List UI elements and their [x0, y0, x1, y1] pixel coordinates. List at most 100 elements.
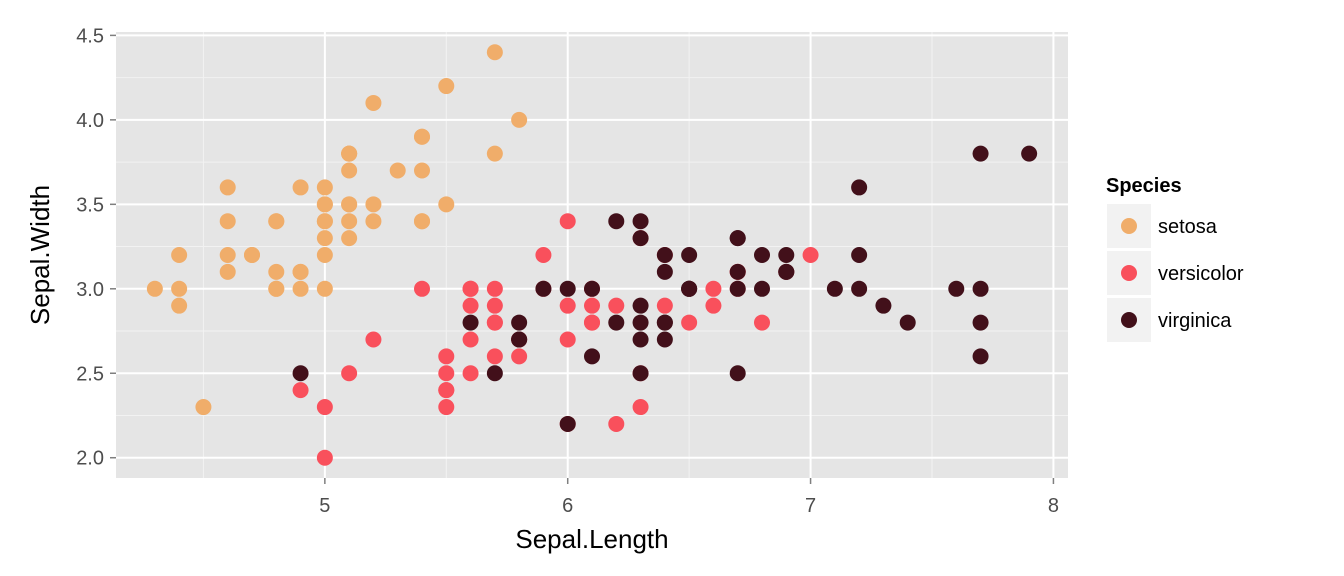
data-point-versicolor [511, 348, 528, 365]
data-point-setosa [316, 280, 333, 297]
data-point-setosa [268, 263, 285, 280]
data-point-virginica [754, 280, 770, 297]
data-point-setosa [244, 247, 260, 263]
panel-background [116, 32, 1068, 478]
legend-item-virginica: virginica [1107, 298, 1232, 342]
x-tick-label: 5 [319, 495, 330, 517]
data-point-versicolor [292, 382, 309, 399]
data-point-setosa [389, 162, 406, 179]
data-point-setosa [414, 213, 430, 230]
data-point-versicolor [608, 297, 625, 314]
data-point-versicolor [486, 280, 503, 297]
data-point-virginica [972, 314, 989, 331]
data-point-setosa [171, 280, 188, 297]
data-point-virginica [681, 247, 698, 263]
data-point-setosa [438, 78, 455, 95]
data-point-virginica [729, 263, 746, 280]
data-point-versicolor [559, 297, 576, 314]
data-point-virginica [851, 247, 868, 263]
data-point-virginica [656, 314, 673, 331]
data-point-setosa [486, 145, 503, 162]
y-tick-label: 4.0 [76, 110, 104, 132]
data-point-versicolor [486, 297, 503, 314]
data-point-versicolor [802, 247, 819, 263]
data-point-virginica [851, 280, 868, 297]
data-point-versicolor [608, 415, 625, 432]
legend-label-versicolor: versicolor [1158, 263, 1244, 285]
x-tick-label: 7 [805, 495, 816, 517]
data-point-setosa [486, 44, 503, 61]
x-axis-title: Sepal.Length [515, 524, 668, 554]
y-tick-label: 2.5 [76, 363, 104, 385]
data-point-versicolor [341, 365, 358, 382]
data-point-setosa [316, 230, 333, 247]
data-point-versicolor [559, 213, 576, 230]
data-point-setosa [316, 247, 333, 263]
data-point-versicolor [462, 331, 479, 348]
data-point-versicolor [414, 280, 430, 297]
data-point-versicolor [535, 247, 552, 263]
data-point-virginica [899, 314, 916, 331]
data-point-setosa [341, 230, 358, 247]
data-point-setosa [219, 247, 236, 263]
data-point-versicolor [365, 331, 382, 348]
data-point-setosa [171, 247, 188, 263]
data-point-setosa [292, 280, 309, 297]
legend-label-virginica: virginica [1158, 310, 1232, 332]
data-point-setosa [171, 297, 188, 314]
data-point-versicolor [462, 365, 479, 382]
data-point-virginica [511, 331, 528, 348]
data-point-versicolor [632, 399, 649, 416]
data-point-virginica [632, 314, 649, 331]
legend-key-setosa [1121, 218, 1137, 234]
legend-key-versicolor [1121, 265, 1137, 281]
data-point-virginica [511, 314, 528, 331]
y-tick-label: 2.0 [76, 448, 104, 470]
data-point-virginica [948, 280, 965, 297]
axis-ticks [110, 34, 1055, 484]
data-point-setosa [414, 162, 430, 179]
data-point-setosa [195, 399, 212, 416]
data-point-setosa [146, 280, 163, 297]
data-point-virginica [632, 365, 649, 382]
legend-item-versicolor: versicolor [1107, 251, 1244, 295]
data-point-virginica [729, 280, 746, 297]
data-point-versicolor [705, 280, 722, 297]
data-point-versicolor [438, 382, 455, 399]
data-point-versicolor [438, 399, 455, 416]
legend-key-virginica [1121, 312, 1137, 328]
data-point-virginica [681, 280, 698, 297]
data-point-setosa [268, 280, 285, 297]
legend-item-setosa: setosa [1107, 204, 1218, 248]
data-point-setosa [316, 179, 333, 196]
x-tick-label: 6 [562, 495, 573, 517]
data-point-setosa [316, 196, 333, 213]
legend: Species setosa versicolor virginica [1106, 175, 1244, 342]
data-point-virginica [972, 348, 989, 365]
data-point-setosa [219, 263, 236, 280]
data-point-virginica [559, 415, 576, 432]
data-point-versicolor [584, 297, 600, 314]
y-tick-label: 3.5 [76, 194, 104, 216]
data-point-versicolor [705, 297, 722, 314]
data-point-virginica [656, 331, 673, 348]
data-points [146, 44, 1038, 466]
data-point-setosa [292, 179, 309, 196]
data-point-virginica [608, 314, 625, 331]
data-point-virginica [462, 314, 479, 331]
data-point-versicolor [559, 331, 576, 348]
data-point-versicolor [462, 280, 479, 297]
data-point-virginica [535, 280, 552, 297]
data-point-setosa [268, 213, 285, 230]
x-tick-label: 8 [1048, 495, 1059, 517]
data-point-virginica [826, 280, 843, 297]
x-tick-labels: 5 6 7 8 [319, 495, 1059, 517]
data-point-virginica [875, 297, 892, 314]
series-setosa [146, 44, 528, 416]
legend-items: setosa versicolor virginica [1107, 204, 1244, 342]
data-point-versicolor [656, 297, 673, 314]
data-point-versicolor [462, 297, 479, 314]
data-point-virginica [972, 145, 989, 162]
data-point-versicolor [681, 314, 698, 331]
